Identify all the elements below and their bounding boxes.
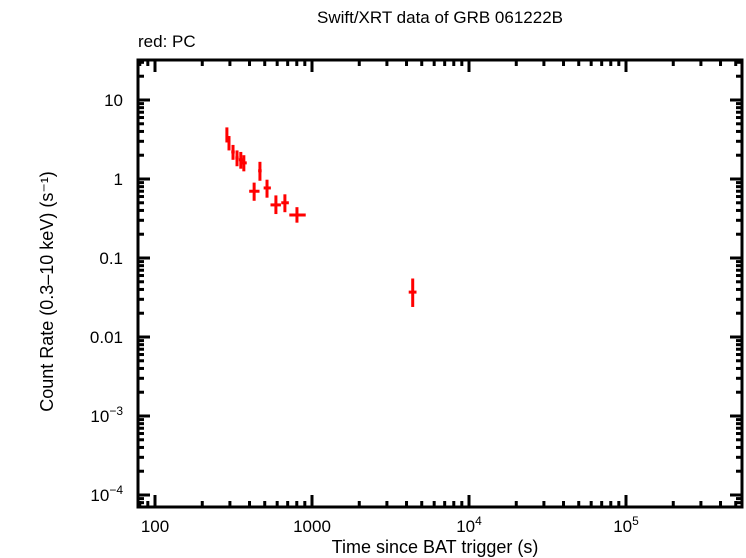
y-tick-label: 10−3 <box>90 404 123 426</box>
y-axis-title: Count Rate (0.3–10 keV) (s⁻¹) <box>37 171 57 412</box>
x-axis-title: Time since BAT trigger (s) <box>332 537 539 557</box>
chart-subtitle: red: PC <box>138 32 196 51</box>
x-tick-label: 105 <box>613 514 639 536</box>
y-tick-label: 1 <box>114 170 123 189</box>
y-tick-label: 0.1 <box>99 249 123 268</box>
chart-title: Swift/XRT data of GRB 061222B <box>316 8 563 27</box>
plot-frame <box>136 58 744 509</box>
x-tick-label: 104 <box>456 514 482 536</box>
x-tick-label: 100 <box>141 517 169 536</box>
y-tick-label: 0.01 <box>90 328 123 347</box>
y-tick-label: 10−4 <box>90 483 123 505</box>
y-tick-label: 10 <box>104 91 123 110</box>
x-tick-label: 1000 <box>293 517 331 536</box>
